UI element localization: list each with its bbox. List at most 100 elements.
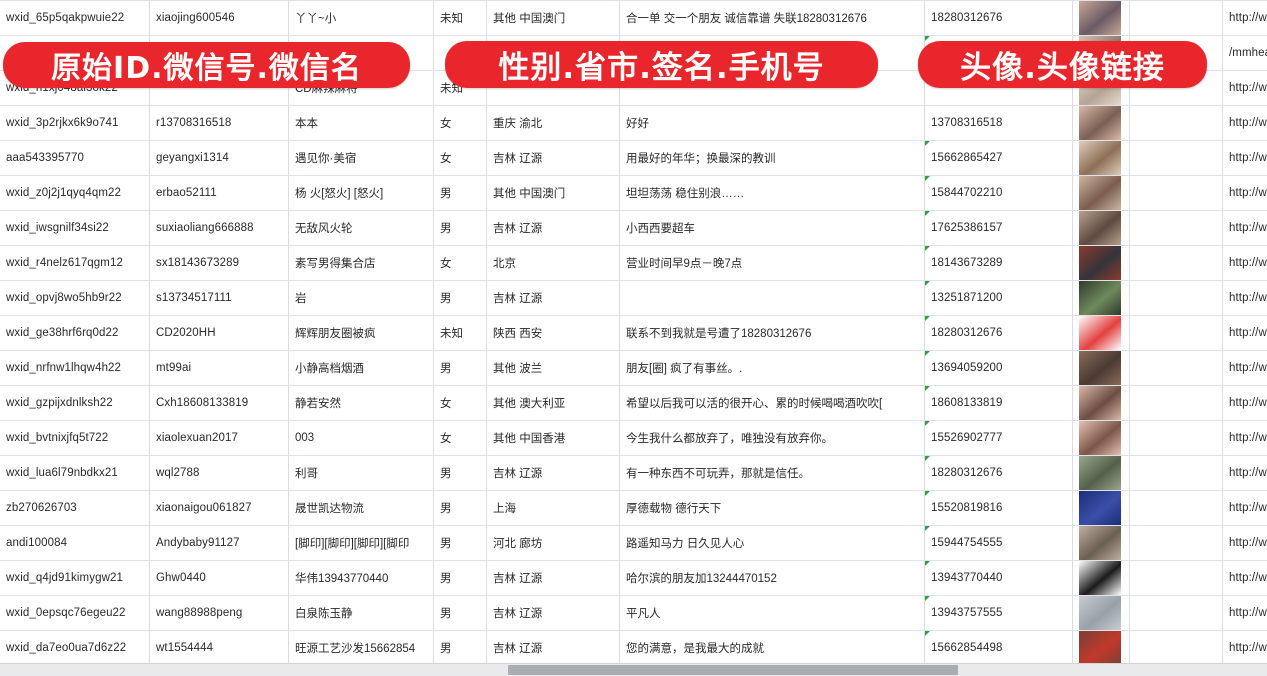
cell-avatar-url[interactable]: http://wx.qlogo.cn/mmhead xyxy=(1222,420,1267,456)
cell-avatar[interactable] xyxy=(1072,210,1130,246)
cell-orig-id[interactable]: wxid_da7eo0ua7d6z22 xyxy=(0,630,150,666)
cell-signature[interactable]: 有一种东西不可玩弄，那就是信任。 xyxy=(619,455,925,491)
cell-wechat-name[interactable]: 小静高档烟酒 xyxy=(288,350,434,386)
cell-wechat-id[interactable]: geyangxi1314 xyxy=(149,140,289,176)
cell-signature[interactable]: 路遥知马力 日久见人心 xyxy=(619,525,925,561)
table-row[interactable]: wxid_r4nelz617qgm12 sx18143673289 素写男得集合店女… xyxy=(0,245,1267,281)
cell-wechat-name[interactable]: 旺源工艺沙发15662854 xyxy=(288,630,434,666)
cell-wechat-id[interactable]: xiaonaigou061827 xyxy=(149,490,289,526)
cell-orig-id[interactable]: wxid_bvtnixjfq5t722 xyxy=(0,420,150,456)
cell-wechat-id[interactable]: r13708316518 xyxy=(149,105,289,141)
cell-phone[interactable]: 13251871200 xyxy=(924,280,1073,316)
cell-gender[interactable]: 男 xyxy=(433,175,487,211)
cell-avatar[interactable] xyxy=(1072,280,1130,316)
cell-spacer[interactable] xyxy=(1129,420,1223,456)
cell-spacer[interactable] xyxy=(1129,140,1223,176)
cell-avatar[interactable] xyxy=(1072,105,1130,141)
cell-spacer[interactable] xyxy=(1129,455,1223,491)
cell-phone[interactable]: 15526902777 xyxy=(924,420,1073,456)
cell-signature[interactable]: 营业时间早9点－晚7点 xyxy=(619,245,925,281)
table-row[interactable]: wxid_z0j2j1qyq4qm22 erbao52111 杨 火[怒火] [怒火… xyxy=(0,175,1267,211)
cell-avatar-url[interactable]: http://wx.qlogo.cn/mmhead xyxy=(1222,105,1267,141)
cell-orig-id[interactable]: wxid_opvj8wo5hb9r22 xyxy=(0,280,150,316)
cell-orig-id[interactable]: andi100084 xyxy=(0,525,150,561)
table-row[interactable]: aaa543395770 geyangxi1314 遇见你·美宿女吉林 辽源 用最好的… xyxy=(0,140,1267,176)
cell-gender[interactable]: 男 xyxy=(433,280,487,316)
cell-phone[interactable]: 15520819816 xyxy=(924,490,1073,526)
cell-region[interactable]: 吉林 辽源 xyxy=(486,630,620,666)
cell-signature[interactable]: 朋友[圈] 疯了有事丝。. xyxy=(619,350,925,386)
cell-spacer[interactable] xyxy=(1129,210,1223,246)
cell-signature[interactable]: 希望以后我可以活的很开心、累的时候喝喝酒吹吹[ xyxy=(619,385,925,421)
cell-avatar-url[interactable]: http://wx.qlogo.cn/mmhead xyxy=(1222,350,1267,386)
cell-phone[interactable]: 15944754555 xyxy=(924,525,1073,561)
cell-avatar-url[interactable]: http://wx.qlogo.cn/mmhead xyxy=(1222,280,1267,316)
cell-wechat-name[interactable]: 003 xyxy=(288,420,434,456)
cell-signature[interactable]: 今生我什么都放弃了，唯独没有放弃你。 xyxy=(619,420,925,456)
cell-region[interactable]: 河北 廊坊 xyxy=(486,525,620,561)
cell-wechat-name[interactable]: 华伟13943770440 xyxy=(288,560,434,596)
cell-spacer[interactable] xyxy=(1129,595,1223,631)
cell-wechat-id[interactable]: xiaojing600546 xyxy=(149,0,289,36)
cell-orig-id[interactable]: wxid_z0j2j1qyq4qm22 xyxy=(0,175,150,211)
cell-avatar-url[interactable]: http://wx.qlogo.cn/mmhead xyxy=(1222,210,1267,246)
cell-region[interactable]: 其他 中国澳门 xyxy=(486,0,620,36)
cell-wechat-name[interactable]: 本本 xyxy=(288,105,434,141)
cell-avatar[interactable] xyxy=(1072,630,1130,666)
cell-avatar[interactable] xyxy=(1072,525,1130,561)
cell-gender[interactable]: 男 xyxy=(433,455,487,491)
cell-wechat-id[interactable]: s13734517111 xyxy=(149,280,289,316)
cell-phone[interactable]: 13708316518 xyxy=(924,105,1073,141)
cell-wechat-id[interactable]: wt1554444 xyxy=(149,630,289,666)
cell-avatar-url[interactable]: http://wx.qlogo.cn/mmhead xyxy=(1222,140,1267,176)
cell-avatar-url[interactable]: http://wx.qlogo.cn/mmhead xyxy=(1222,595,1267,631)
cell-orig-id[interactable]: wxid_gzpijxdnlksh22 xyxy=(0,385,150,421)
cell-orig-id[interactable]: zb270626703 xyxy=(0,490,150,526)
cell-spacer[interactable] xyxy=(1129,560,1223,596)
cell-gender[interactable]: 男 xyxy=(433,490,487,526)
table-row[interactable]: wxid_bvtnixjfq5t722 xiaolexuan2017 003 女其他 … xyxy=(0,420,1267,456)
cell-avatar-url[interactable]: http://wx.qlogo.cn/mmhead xyxy=(1222,70,1267,106)
cell-orig-id[interactable]: wxid_lua6l79nbdkx21 xyxy=(0,455,150,491)
cell-signature[interactable]: 好好 xyxy=(619,105,925,141)
cell-wechat-id[interactable]: wql2788 xyxy=(149,455,289,491)
cell-gender[interactable]: 男 xyxy=(433,210,487,246)
cell-phone[interactable]: 18280312676 xyxy=(924,0,1073,36)
cell-phone[interactable]: 13943770440 xyxy=(924,560,1073,596)
cell-wechat-id[interactable]: Cxh18608133819 xyxy=(149,385,289,421)
cell-avatar[interactable] xyxy=(1072,595,1130,631)
cell-gender[interactable]: 女 xyxy=(433,420,487,456)
cell-gender[interactable]: 女 xyxy=(433,385,487,421)
cell-avatar-url[interactable]: http://wx.qlogo.cn/mmhead xyxy=(1222,385,1267,421)
cell-signature[interactable]: 坦坦荡荡 稳住别浪…… xyxy=(619,175,925,211)
cell-avatar-url[interactable]: http://wx.qlogo.cn/mmhead xyxy=(1222,175,1267,211)
cell-wechat-id[interactable]: suxiaoliang666888 xyxy=(149,210,289,246)
cell-wechat-id[interactable]: CD2020HH xyxy=(149,315,289,351)
cell-phone[interactable]: 15662865427 xyxy=(924,140,1073,176)
cell-spacer[interactable] xyxy=(1129,490,1223,526)
cell-signature[interactable]: 用最好的年华；换最深的教训 xyxy=(619,140,925,176)
cell-signature[interactable]: 联系不到我就是号遭了18280312676 xyxy=(619,315,925,351)
cell-region[interactable]: 吉林 辽源 xyxy=(486,595,620,631)
table-row[interactable]: zb270626703 xiaonaigou061827 晟世凯达物流男上海 厚德载物… xyxy=(0,490,1267,526)
table-row[interactable]: wxid_ge38hrf6rq0d22 CD2020HH 辉辉朋友圈被疯 未知 陕西 西… xyxy=(0,315,1267,351)
table-row[interactable]: wxid_da7eo0ua7d6z22 wt1554444 旺源工艺沙发156628… xyxy=(0,630,1267,666)
table-row[interactable]: wxid_lua6l79nbdkx21 wql2788 利哥男吉林 辽源 有一种东西不… xyxy=(0,455,1267,491)
cell-orig-id[interactable]: wxid_ge38hrf6rq0d22 xyxy=(0,315,150,351)
cell-avatar[interactable] xyxy=(1072,0,1130,36)
cell-gender[interactable]: 男 xyxy=(433,595,487,631)
cell-orig-id[interactable]: wxid_65p5qakpwuie22 xyxy=(0,0,150,36)
table-row[interactable]: wxid_65p5qakpwuie22 xiaojing600546 丫丫~小 未知其… xyxy=(0,0,1267,36)
cell-wechat-id[interactable]: sx18143673289 xyxy=(149,245,289,281)
cell-phone[interactable]: 17625386157 xyxy=(924,210,1073,246)
cell-region[interactable]: 吉林 辽源 xyxy=(486,140,620,176)
table-row[interactable]: andi100084 Andybaby91127 [脚印][脚印][脚印][脚印男河… xyxy=(0,525,1267,561)
cell-orig-id[interactable]: wxid_3p2rjkx6k9o741 xyxy=(0,105,150,141)
cell-orig-id[interactable]: aaa543395770 xyxy=(0,140,150,176)
cell-spacer[interactable] xyxy=(1129,280,1223,316)
cell-region[interactable]: 其他 澳大利亚 xyxy=(486,385,620,421)
cell-phone[interactable]: 18143673289 xyxy=(924,245,1073,281)
cell-orig-id[interactable]: wxid_iwsgnilf34si22 xyxy=(0,210,150,246)
